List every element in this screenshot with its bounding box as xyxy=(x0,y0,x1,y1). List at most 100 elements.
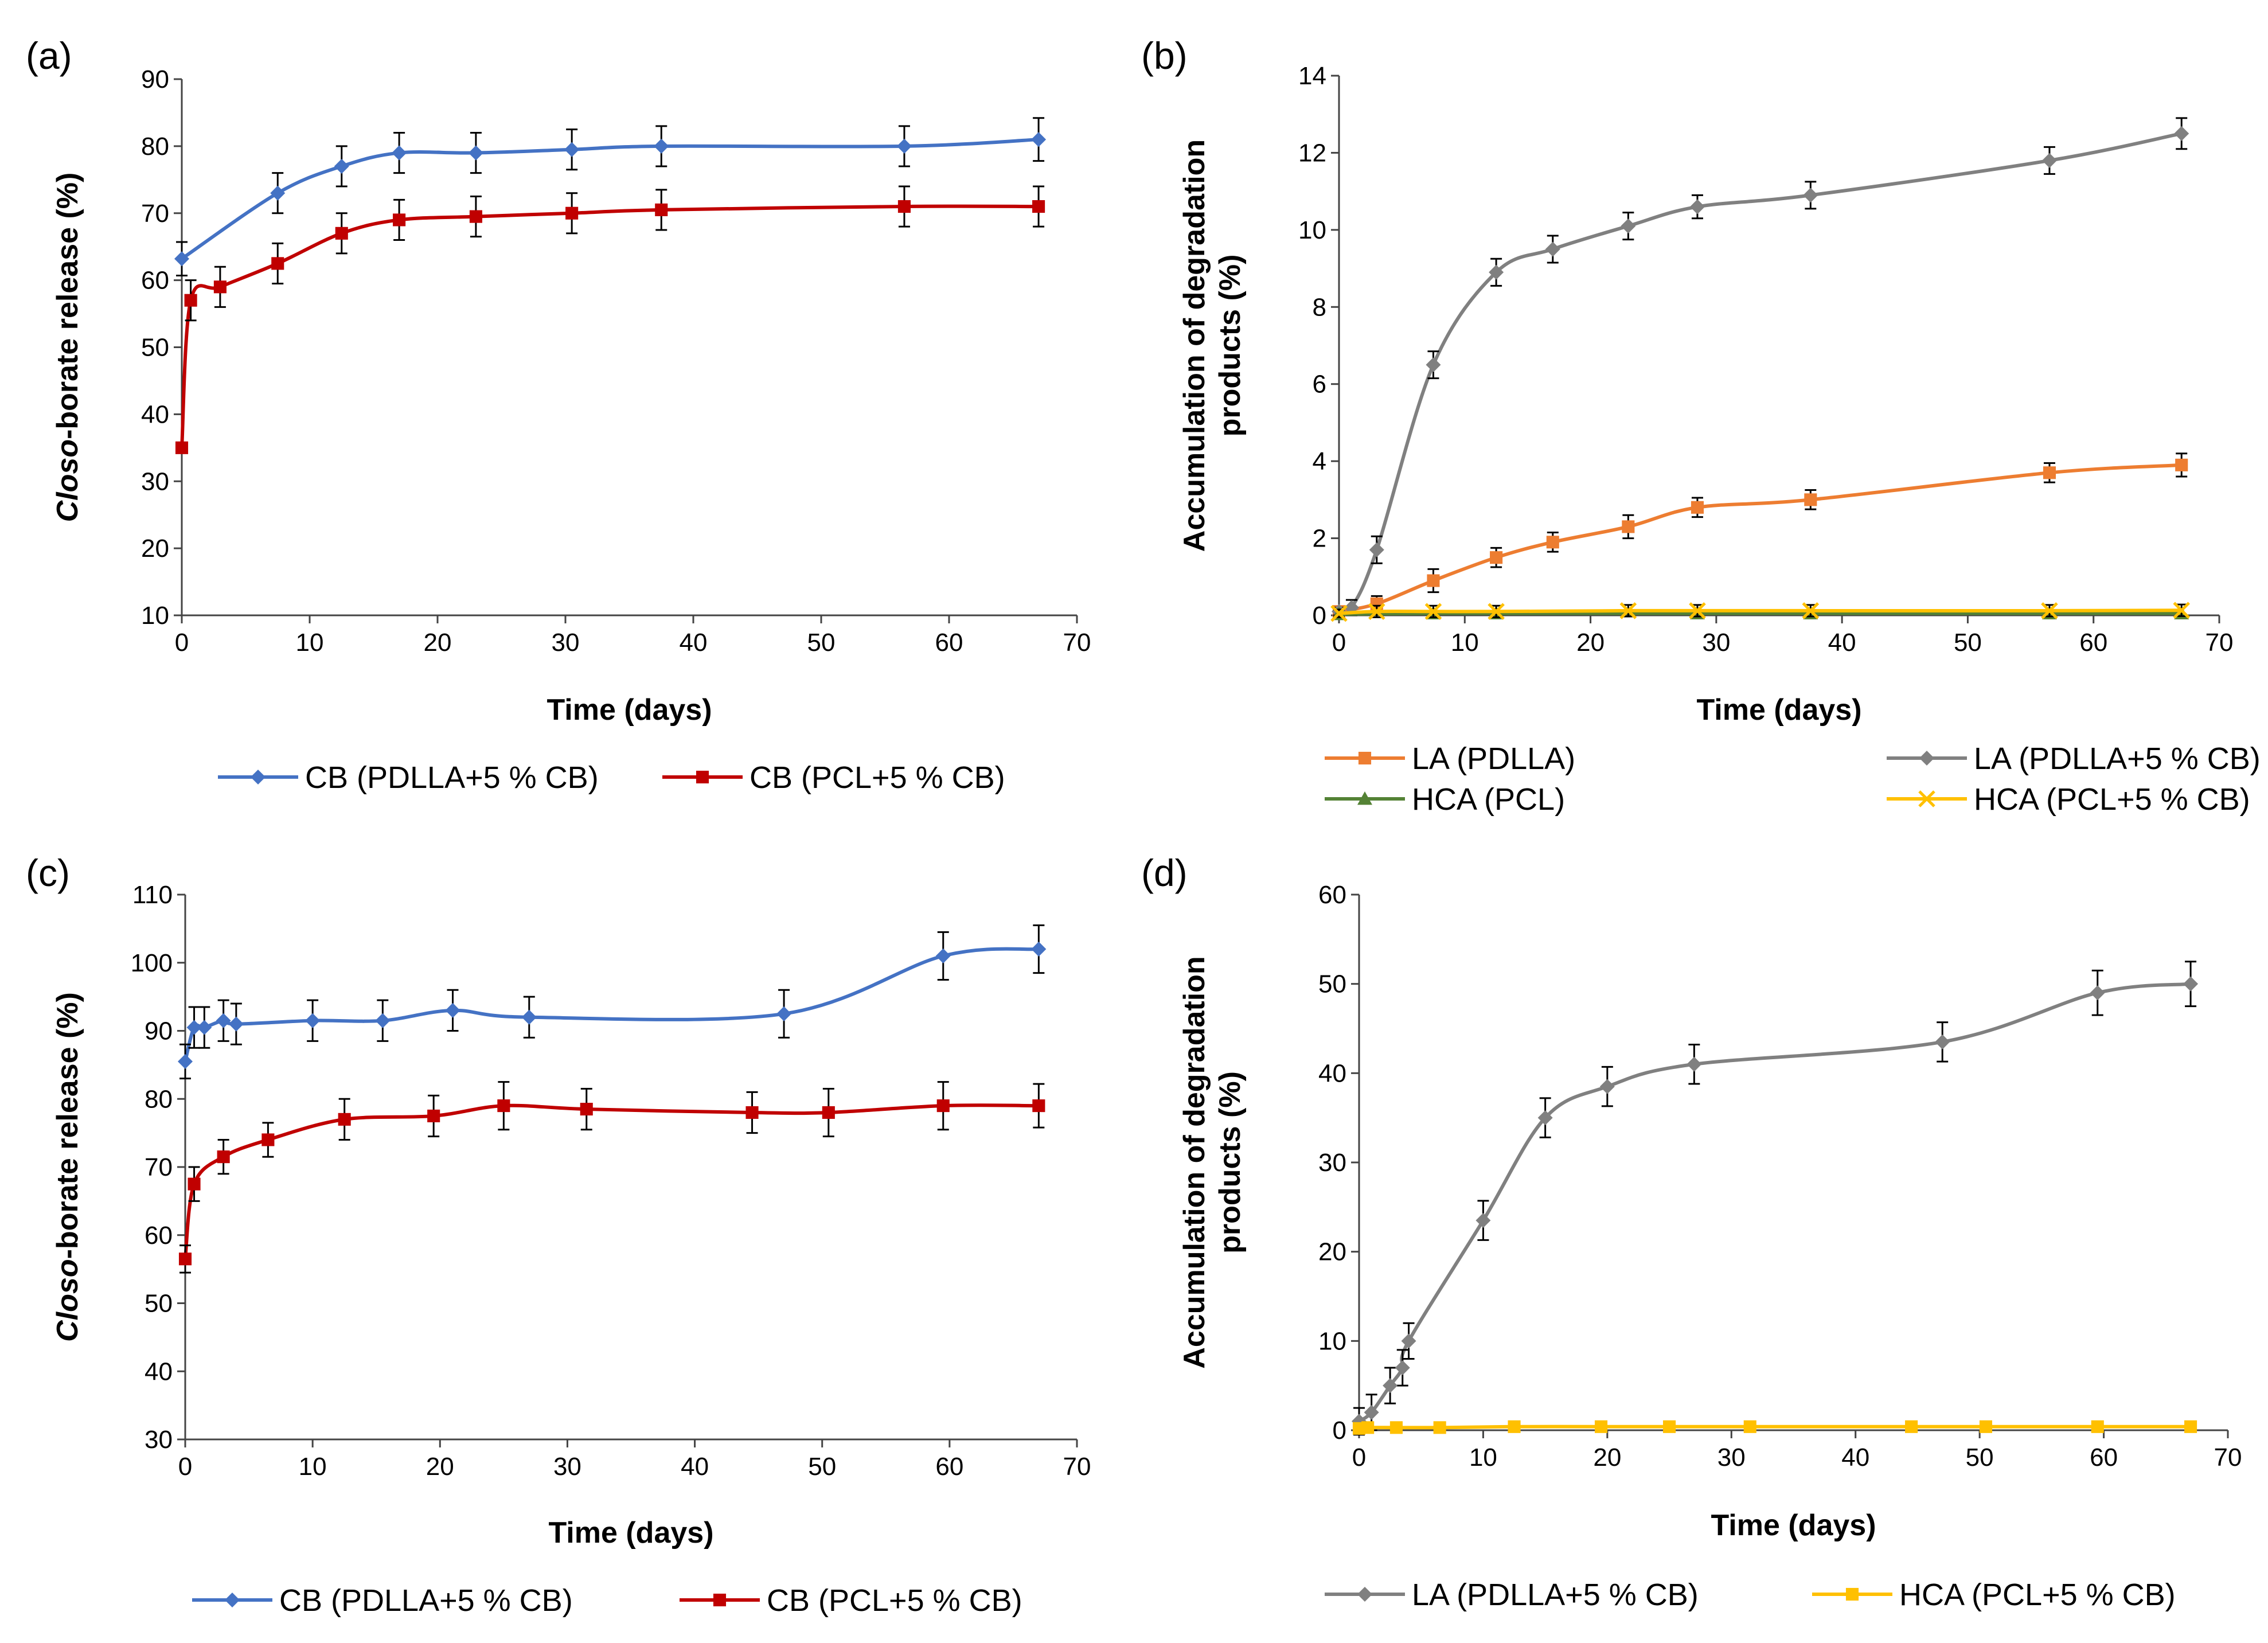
panel-d-y-tick-label: 40 xyxy=(1318,1059,1346,1087)
panel-d: (d) 0 10 20 30 40 50 60 0 10 20 30 40 50 60 70 Time (day… xyxy=(1141,852,2242,1612)
panel-c-data-point xyxy=(178,1252,192,1266)
panel-d-x-tick-label: 30 xyxy=(1717,1443,1746,1472)
panel-b-legend-label: HCA (PCL+5 % CB) xyxy=(1974,782,2250,817)
panel-d-data-point xyxy=(1395,1360,1410,1376)
panel-a-y-tick-label: 40 xyxy=(141,400,169,428)
panel-c-data-point xyxy=(228,1016,244,1032)
panel-b-data-point-b xyxy=(1424,603,1442,620)
panel-a-data-point xyxy=(565,206,579,220)
panel-a-x-tick-label: 10 xyxy=(296,629,324,657)
panel-a-legend-item: CB (PCL+5 % CB) xyxy=(662,760,1005,795)
panel-a-data-point xyxy=(174,251,189,267)
panel-c-series-1-line xyxy=(184,947,1039,1062)
panel-c-data-point xyxy=(521,1009,537,1025)
panel-b-series-4 xyxy=(1330,602,2190,622)
panel-b-y-tick-label: 8 xyxy=(1313,293,1326,321)
panel-a-x-title: Time (days) xyxy=(546,693,712,727)
panel-a-data-point xyxy=(392,145,407,161)
panel-b-data-point xyxy=(1619,602,1637,619)
panel-d-series-2-line xyxy=(1359,1425,2191,1430)
panel-c-data-point xyxy=(217,1150,230,1164)
panel-b-data-point xyxy=(1490,551,1503,564)
panel-d-data-point xyxy=(1743,1420,1756,1433)
panel-b-y-tick-label: 12 xyxy=(1298,139,1326,167)
panel-b-legend-label: LA (PDLLA) xyxy=(1412,742,1575,776)
panel-c-legend: CB (PDLLA+5 % CB) CB (PCL+5 % CB) xyxy=(192,1583,1022,1618)
panel-c-legend-label: CB (PDLLA+5 % CB) xyxy=(279,1583,573,1618)
panel-d-legend: LA (PDLLA+5 % CB) HCA (PCL+5 % CB) xyxy=(1325,1578,2176,1612)
panel-a-legend: CB (PDLLA+5 % CB) CB (PCL+5 % CB) xyxy=(218,760,1005,795)
panel-a-data-point xyxy=(271,257,284,270)
panel-a-data-point xyxy=(897,200,911,213)
panel-d-data-point xyxy=(2183,976,2199,992)
panel-c-data-point xyxy=(375,1013,391,1028)
panel-c-data-point xyxy=(305,1013,321,1028)
panel-c-x-tick-label: 40 xyxy=(681,1453,709,1481)
panel-c-y-tick-label: 60 xyxy=(145,1221,173,1250)
panel-c-y-tick-label: 100 xyxy=(131,949,173,977)
panel-b-data-point xyxy=(1803,188,1818,203)
panel-b-data-point xyxy=(1689,199,1705,214)
panel-c-y-tick-label: 80 xyxy=(145,1085,173,1113)
panel-d-y-tick-label: 30 xyxy=(1318,1149,1346,1177)
panel-b-data-point xyxy=(1546,536,1559,549)
panel-b-x-tick-label: 20 xyxy=(1576,629,1605,657)
panel-d-data-point xyxy=(1663,1420,1676,1433)
panel-a-legend-label: CB (PDLLA+5 % CB) xyxy=(305,760,599,795)
panel-d-y-tick-label: 60 xyxy=(1318,881,1346,909)
panel-b-data-point xyxy=(2041,153,2057,168)
panel-c-data-point xyxy=(178,1053,193,1069)
panel-d-label: (d) xyxy=(1141,852,1188,894)
panel-d-data-point xyxy=(1537,1110,1553,1126)
panel-a-data-point xyxy=(184,294,197,307)
panel-b-y-title-line-1: Accumulation of degradation xyxy=(1178,139,1211,552)
panel-b-data-point xyxy=(1621,218,1636,234)
panel-a-y-tick-label: 90 xyxy=(141,65,169,93)
panel-a-data-point xyxy=(270,185,286,201)
panel-b-series-2 xyxy=(1332,117,2189,619)
panel-c-label: (c) xyxy=(26,852,70,894)
panel-c-y-tick-label: 50 xyxy=(145,1290,173,1318)
panel-a-data-point xyxy=(654,138,669,154)
panel-b-series-1-line xyxy=(1338,463,2182,614)
panel-d-data-point xyxy=(1935,1034,1950,1049)
panel-b-legend-item: LA (PDLLA) xyxy=(1325,742,1575,776)
panel-d-y-tick-label: 20 xyxy=(1318,1238,1346,1266)
panel-d-x-tick-label: 20 xyxy=(1593,1443,1621,1472)
panel-d-data-point xyxy=(1433,1421,1446,1434)
panel-a-y-tick-label: 80 xyxy=(141,132,169,161)
panel-b-legend-item: HCA (PCL) xyxy=(1325,782,1565,817)
panel-b-data-point-b xyxy=(1330,604,1348,622)
panel-c-data-point xyxy=(776,1006,792,1021)
panel-a-data-point xyxy=(655,203,668,216)
panel-c-y-tick-label: 90 xyxy=(145,1017,173,1045)
panel-b-data-point xyxy=(1804,493,1817,506)
panel-b: (b) 0 2 4 6 8 10 12 14 0 10 20 30 40 50 60 70 Time (days)… xyxy=(1141,34,2261,817)
panel-b-data-point-b xyxy=(1802,602,1820,619)
panel-a-x-tick-label: 20 xyxy=(424,629,452,657)
panel-a-x-tick-label: 50 xyxy=(807,629,836,657)
panel-b-data-point xyxy=(2174,126,2189,141)
panel-b-legend-marker-b xyxy=(1918,790,1935,807)
panel-d-legend-label: HCA (PCL+5 % CB) xyxy=(1899,1578,2176,1612)
panel-c-y-title: Closo-borate release (%) xyxy=(51,992,84,1342)
panel-d-data-point xyxy=(1979,1420,1993,1433)
panel-d-x-tick-label: 10 xyxy=(1469,1443,1497,1472)
panel-a-x-tick-label: 40 xyxy=(680,629,708,657)
panel-c-x-tick-label: 0 xyxy=(178,1453,192,1481)
panel-c-data-point xyxy=(261,1133,275,1146)
panel-b-legend-marker xyxy=(1358,751,1372,765)
panel-c-data-point xyxy=(580,1103,593,1116)
panel-a-y-title-part-1: -borate release (%) xyxy=(51,173,84,439)
panel-b-data-point-b xyxy=(1619,602,1637,619)
panel-b-data-point-b xyxy=(2173,602,2190,619)
panel-b-data-point xyxy=(1427,574,1440,587)
panel-a-x-tick-label: 60 xyxy=(935,629,963,657)
panel-d-data-point xyxy=(1599,1079,1615,1094)
panel-b-series-1 xyxy=(1332,452,2188,618)
panel-a-data-point xyxy=(468,145,483,161)
panel-d-x-tick-label: 0 xyxy=(1352,1443,1366,1472)
panel-b-data-point xyxy=(2041,602,2058,619)
panel-a-x-tick-label: 30 xyxy=(552,629,580,657)
